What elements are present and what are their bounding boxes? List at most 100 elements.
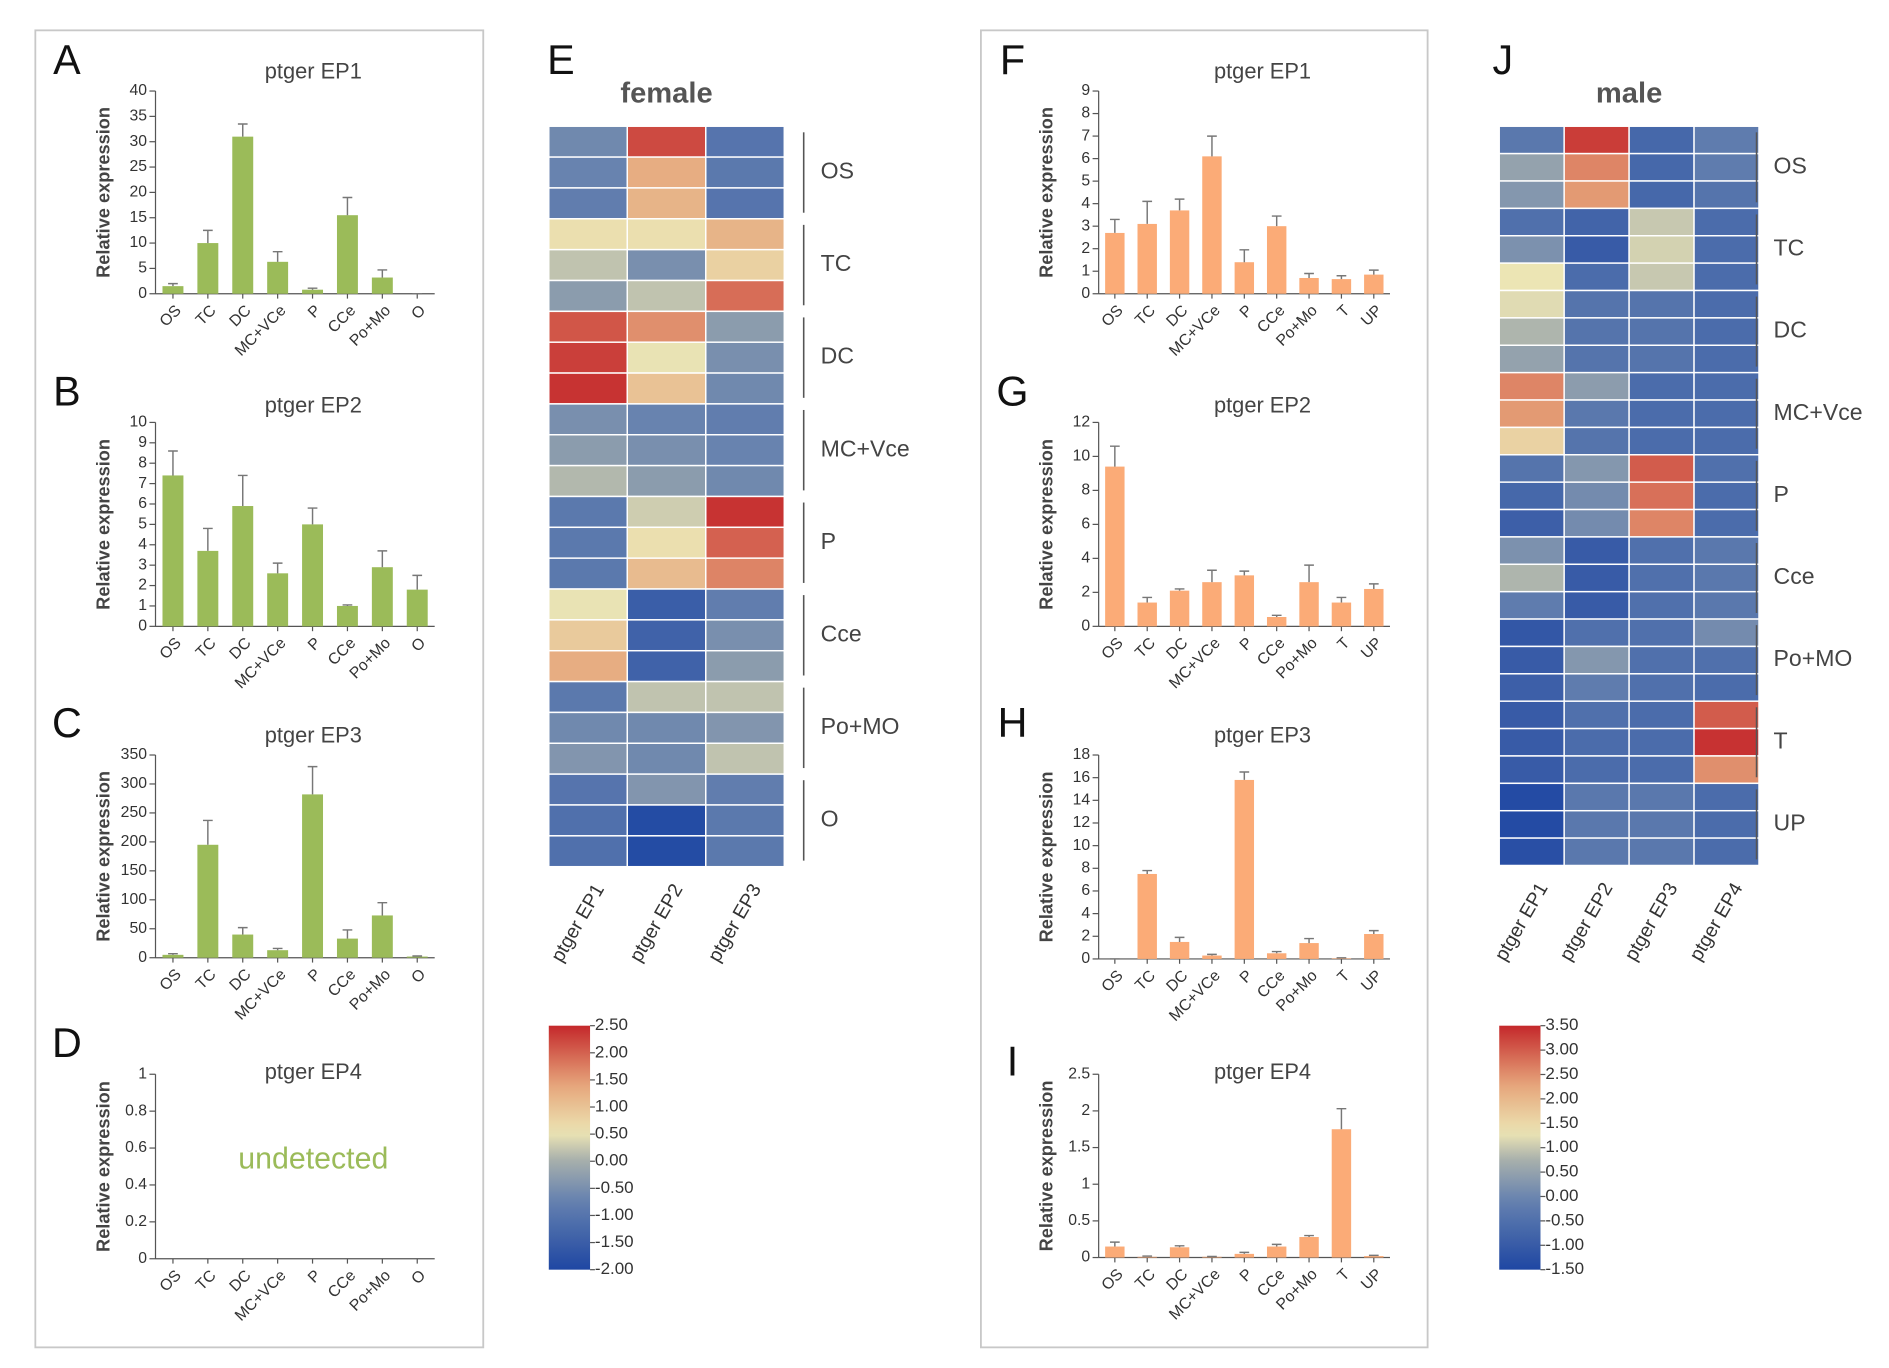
x-tick-label: O — [408, 1267, 429, 1288]
bar — [1169, 590, 1190, 627]
chart-title: ptger EP2 — [1214, 392, 1311, 417]
x-tick-label: P — [1237, 302, 1256, 321]
colorbar-tick-label: 3.00 — [1545, 1040, 1578, 1059]
group-label: MC+Vce — [1774, 399, 1863, 425]
error-bar — [1109, 445, 1120, 467]
heatmap-cell — [1628, 207, 1695, 237]
group-label: P — [1774, 481, 1789, 507]
group-label: O — [821, 805, 839, 831]
bar — [1137, 602, 1157, 627]
heatmap-cell — [1498, 782, 1565, 812]
heatmap-cell — [705, 156, 786, 189]
heatmap-cell — [1563, 618, 1630, 648]
y-tick-label: 1 — [138, 1065, 147, 1082]
heatmap-cell — [1563, 426, 1630, 456]
y-tick-label: 10 — [129, 234, 147, 251]
y-tick-label: 5 — [1081, 172, 1090, 189]
heatmap-cell — [1628, 426, 1695, 456]
y-tick-label: 9 — [1081, 82, 1090, 99]
heatmap-cell — [1628, 180, 1695, 210]
bar — [162, 286, 184, 294]
y-tick-label: 7 — [138, 475, 147, 492]
heatmap-cell — [1563, 344, 1630, 374]
x-tick-label: TC — [1132, 302, 1159, 329]
heatmap-cell — [626, 125, 707, 158]
error-bar — [377, 901, 388, 916]
y-tick-label: 8 — [1081, 105, 1090, 122]
heatmap-cell — [626, 248, 707, 282]
heatmap-cell — [705, 125, 786, 158]
heatmap-cell — [548, 403, 629, 436]
y-tick-label: 100 — [121, 891, 148, 908]
x-tick-label: DC — [226, 302, 254, 330]
heatmap-cell — [1563, 262, 1630, 292]
column-label: ptger EP3 — [1620, 879, 1682, 965]
y-tick-label: 1 — [1081, 1175, 1090, 1192]
bar — [1266, 616, 1287, 627]
chart-title: ptger EP2 — [265, 392, 362, 417]
group-label: Po+MO — [821, 713, 900, 739]
heatmap-cell — [1498, 590, 1565, 620]
group-label: T — [1774, 727, 1788, 753]
error-bar — [1239, 1251, 1250, 1254]
x-tick-label: O — [408, 635, 429, 656]
heatmap-cell — [1693, 508, 1760, 538]
y-tick-label: 1.5 — [1068, 1139, 1090, 1156]
heatmap-cell — [1693, 837, 1760, 867]
colorbar-tick-label: -0.50 — [595, 1178, 634, 1197]
heatmap-cell — [1563, 508, 1630, 538]
panel-letter: A — [53, 37, 81, 83]
error-bar — [1304, 272, 1314, 278]
heatmap-cell — [1498, 563, 1565, 593]
y-tick-label: 1 — [1081, 262, 1090, 279]
bar — [197, 844, 219, 958]
heatmap-cell — [626, 588, 707, 621]
x-tick-label: UP — [1358, 967, 1386, 995]
error-bar — [1174, 588, 1185, 591]
heatmap-cell — [626, 403, 707, 436]
heatmap-cell — [548, 464, 629, 498]
bar — [371, 277, 393, 294]
heatmap-cell — [1693, 235, 1760, 264]
heatmap-cell — [626, 804, 707, 837]
y-tick-label: 150 — [121, 862, 148, 879]
bar — [1364, 588, 1384, 627]
error-bar — [412, 574, 423, 590]
heatmap-cell — [1498, 262, 1565, 292]
colorbar-tick-label: 1.00 — [595, 1097, 628, 1116]
error-bar — [1271, 215, 1282, 227]
x-tick-label: TC — [1132, 635, 1159, 662]
group-label: Cce — [821, 620, 862, 646]
bar — [232, 934, 254, 958]
heatmap-cell — [548, 835, 629, 868]
heatmap-cell — [548, 680, 629, 714]
bar — [1331, 279, 1352, 294]
bar — [1202, 1256, 1222, 1258]
y-tick-label: 3 — [138, 556, 147, 573]
heatmap-cell — [1498, 837, 1565, 867]
y-tick-label: 2 — [1081, 240, 1090, 257]
panel-letter: I — [1007, 1038, 1018, 1084]
colorbar-tick-label: -1.00 — [1545, 1235, 1584, 1254]
x-tick-label: OS — [157, 302, 185, 330]
heatmap-cell — [1498, 344, 1565, 374]
bar — [302, 794, 324, 958]
colorbar-tick-label: 2.50 — [595, 1015, 628, 1034]
heatmap-cell — [1498, 180, 1565, 210]
heatmap-cell — [548, 187, 629, 220]
bar — [406, 589, 428, 627]
colorbar-tick-label: 2.00 — [1545, 1088, 1578, 1107]
x-tick-label: DC — [226, 1267, 254, 1295]
colorbar-tick-label: 0.00 — [1545, 1186, 1578, 1205]
error-bar — [1368, 1254, 1379, 1257]
heatmap-cell — [548, 742, 629, 775]
heatmap-cell — [548, 804, 629, 837]
error-bar — [1142, 596, 1153, 603]
heatmap-cell — [1628, 481, 1695, 511]
heatmap-cell — [1563, 125, 1630, 155]
bar — [162, 475, 184, 627]
heatmap-cell — [1498, 645, 1565, 675]
y-tick-label: 40 — [129, 82, 147, 99]
y-tick-label: 4 — [1081, 905, 1090, 922]
panel-letter: J — [1493, 37, 1514, 83]
